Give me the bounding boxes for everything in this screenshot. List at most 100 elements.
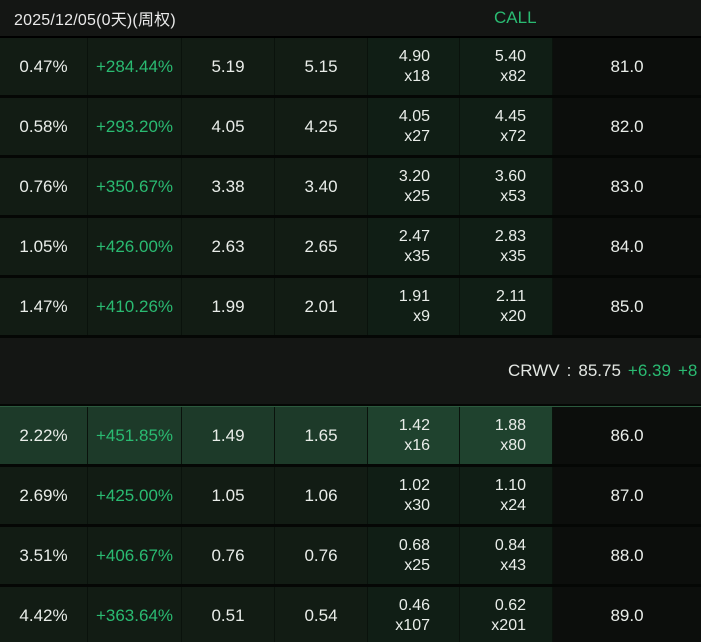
ask-cell[interactable]: 0.62 x201 <box>460 587 553 642</box>
last-price-cell: 1.99 <box>182 278 275 335</box>
last-price-cell: 5.19 <box>182 38 275 95</box>
premium-pct-cell: 1.47% <box>0 278 88 335</box>
option-row[interactable]: 1.05% +426.00% 2.63 2.65 2.47 x35 2.83 x… <box>0 218 701 278</box>
strike-cell: 87.0 <box>553 467 701 524</box>
mid-price-cell: 1.06 <box>275 467 368 524</box>
bid-size: x35 <box>404 247 430 265</box>
bid-cell[interactable]: 1.91 x9 <box>368 278 460 335</box>
ask-price: 3.60 <box>494 167 526 185</box>
premium-pct-cell: 2.22% <box>0 407 88 464</box>
expiry-date-selector[interactable]: 2025/12/05(0天)(周权) <box>14 12 176 29</box>
last-price-cell: 1.05 <box>182 467 275 524</box>
ask-size: x201 <box>491 616 526 634</box>
change-pct-cell: +350.67% <box>88 158 182 215</box>
ask-price: 2.11 <box>496 287 526 305</box>
itm-rows-section: 0.47% +284.44% 5.19 5.15 4.90 x18 5.40 x… <box>0 38 701 338</box>
ask-cell[interactable]: 1.10 x24 <box>460 467 553 524</box>
option-row[interactable]: 0.76% +350.67% 3.38 3.40 3.20 x25 3.60 x… <box>0 158 701 218</box>
ask-price: 0.62 <box>494 596 526 614</box>
mid-price-cell: 4.25 <box>275 98 368 155</box>
underlying-quote-row[interactable]: CRWV : 85.75 +6.39 +8 <box>0 338 701 406</box>
last-price-cell: 0.51 <box>182 587 275 642</box>
bid-cell[interactable]: 0.46 x107 <box>368 587 460 642</box>
bid-price: 0.68 <box>398 536 430 554</box>
bid-size: x30 <box>404 496 430 514</box>
ask-cell[interactable]: 1.88 x80 <box>460 407 553 464</box>
ask-price: 2.83 <box>494 227 526 245</box>
option-row[interactable]: 4.42% +363.64% 0.51 0.54 0.46 x107 0.62 … <box>0 587 701 642</box>
topbar: 2025/12/05(0天)(周权) CALL <box>0 0 701 38</box>
option-row[interactable]: 2.22% +451.85% 1.49 1.65 1.42 x16 1.88 x… <box>0 406 701 467</box>
option-row[interactable]: 1.47% +410.26% 1.99 2.01 1.91 x9 2.11 x2… <box>0 278 701 338</box>
premium-pct-cell: 3.51% <box>0 527 88 584</box>
ask-size: x20 <box>500 307 526 325</box>
call-column-header: CALL <box>494 8 537 27</box>
ask-price: 1.10 <box>494 476 526 494</box>
change-pct-cell: +426.00% <box>88 218 182 275</box>
bid-cell[interactable]: 0.68 x25 <box>368 527 460 584</box>
bid-price: 4.90 <box>398 47 430 65</box>
ask-size: x82 <box>500 67 526 85</box>
ask-price: 1.88 <box>494 416 526 434</box>
premium-pct-cell: 1.05% <box>0 218 88 275</box>
last-price-cell: 2.63 <box>182 218 275 275</box>
bid-price: 1.02 <box>398 476 430 494</box>
bid-price: 1.42 <box>398 416 430 434</box>
bid-cell[interactable]: 1.42 x16 <box>368 407 460 464</box>
strike-cell: 82.0 <box>553 98 701 155</box>
ask-size: x43 <box>500 556 526 574</box>
bid-size: x27 <box>404 127 430 145</box>
mid-price-cell: 5.15 <box>275 38 368 95</box>
bid-cell[interactable]: 2.47 x35 <box>368 218 460 275</box>
premium-pct-cell: 0.58% <box>0 98 88 155</box>
bid-size: x25 <box>404 187 430 205</box>
last-price-cell: 1.49 <box>182 407 275 464</box>
ask-size: x35 <box>500 247 526 265</box>
underlying-symbol: CRWV <box>508 361 560 380</box>
underlying-change-pct: +8 <box>677 361 698 380</box>
bid-cell[interactable]: 3.20 x25 <box>368 158 460 215</box>
mid-price-cell: 2.65 <box>275 218 368 275</box>
option-row[interactable]: 0.47% +284.44% 5.19 5.15 4.90 x18 5.40 x… <box>0 38 701 98</box>
change-pct-cell: +406.67% <box>88 527 182 584</box>
change-pct-cell: +284.44% <box>88 38 182 95</box>
last-price-cell: 4.05 <box>182 98 275 155</box>
ask-cell[interactable]: 4.45 x72 <box>460 98 553 155</box>
bid-cell[interactable]: 4.90 x18 <box>368 38 460 95</box>
option-row[interactable]: 3.51% +406.67% 0.76 0.76 0.68 x25 0.84 x… <box>0 527 701 587</box>
bid-price: 2.47 <box>398 227 430 245</box>
ask-price: 0.84 <box>494 536 526 554</box>
mid-price-cell: 0.54 <box>275 587 368 642</box>
mid-price-cell: 3.40 <box>275 158 368 215</box>
ask-size: x24 <box>500 496 526 514</box>
bid-size: x107 <box>395 616 430 634</box>
strike-cell: 84.0 <box>553 218 701 275</box>
bid-cell[interactable]: 4.05 x27 <box>368 98 460 155</box>
bid-price: 4.05 <box>398 107 430 125</box>
ask-cell[interactable]: 3.60 x53 <box>460 158 553 215</box>
change-pct-cell: +410.26% <box>88 278 182 335</box>
last-price-cell: 0.76 <box>182 527 275 584</box>
bid-size: x9 <box>413 307 430 325</box>
ask-size: x80 <box>500 436 526 454</box>
option-row[interactable]: 2.69% +425.00% 1.05 1.06 1.02 x30 1.10 x… <box>0 467 701 527</box>
bid-cell[interactable]: 1.02 x30 <box>368 467 460 524</box>
change-pct-cell: +293.20% <box>88 98 182 155</box>
ask-size: x53 <box>500 187 526 205</box>
ask-cell[interactable]: 2.83 x35 <box>460 218 553 275</box>
ask-cell[interactable]: 5.40 x82 <box>460 38 553 95</box>
premium-pct-cell: 2.69% <box>0 467 88 524</box>
ask-size: x72 <box>500 127 526 145</box>
strike-cell: 85.0 <box>553 278 701 335</box>
mid-price-cell: 1.65 <box>275 407 368 464</box>
bid-price: 1.91 <box>398 287 430 305</box>
ask-cell[interactable]: 2.11 x20 <box>460 278 553 335</box>
underlying-quote: CRWV : 85.75 +6.39 +8 <box>0 361 697 381</box>
underlying-price: 85.75 <box>578 361 621 380</box>
change-pct-cell: +363.64% <box>88 587 182 642</box>
bid-price: 0.46 <box>398 596 430 614</box>
strike-cell: 86.0 <box>553 407 701 464</box>
option-row[interactable]: 0.58% +293.20% 4.05 4.25 4.05 x27 4.45 x… <box>0 98 701 158</box>
ask-cell[interactable]: 0.84 x43 <box>460 527 553 584</box>
